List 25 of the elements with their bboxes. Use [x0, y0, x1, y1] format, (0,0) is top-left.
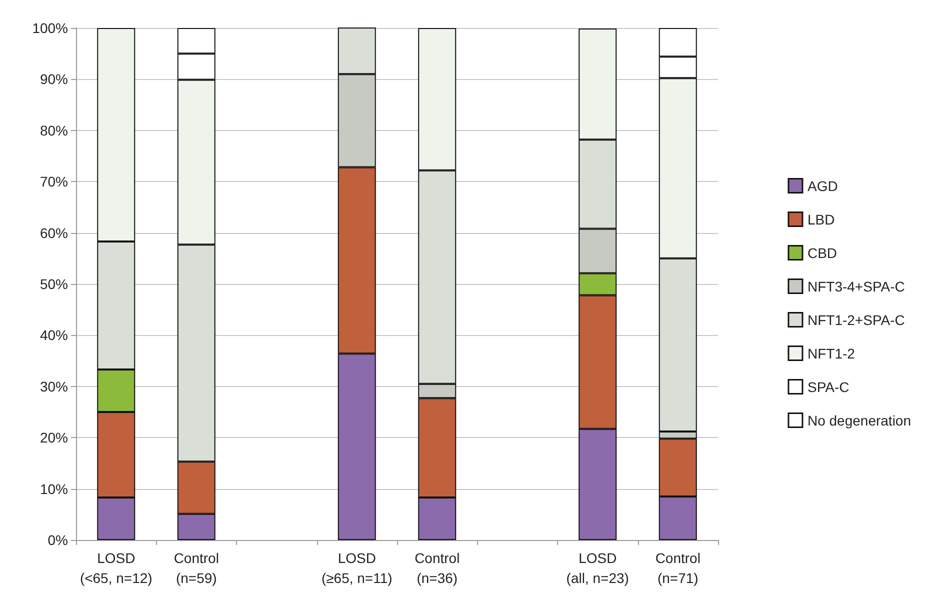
legend-label: LBD: [807, 211, 835, 228]
legend-label: CBD: [807, 244, 838, 261]
x-tick-label: Control (n=36): [414, 550, 460, 586]
x-tick-label: LOSD (≥65, n=11): [321, 550, 392, 586]
legend-label: SPA-C: [807, 378, 850, 395]
legend-label: AGD: [807, 178, 838, 194]
y-tick-label: 80%: [40, 122, 68, 138]
legend-label: NFT1-2+SPA-C: [807, 312, 905, 328]
legend-label: NFT1-2: [807, 345, 856, 362]
y-tick-label: 100%: [32, 20, 68, 36]
y-tick-label: 50%: [40, 276, 68, 292]
x-tick-label: Control (n=59): [174, 550, 219, 586]
y-tick-label: 60%: [40, 224, 68, 241]
legend-label: NFT3-4+SPA-C: [807, 278, 905, 294]
y-tick-label: 0%: [48, 532, 68, 548]
y-tick-label: 70%: [40, 174, 68, 190]
x-tick-label: Control (n=71): [655, 550, 700, 586]
x-tick-label: LOSD (all, n=23): [566, 550, 629, 586]
x-tick-label: LOSD (<65, n=12): [80, 550, 152, 586]
legend-label: No degeneration: [807, 412, 912, 428]
y-tick-label: 90%: [40, 71, 68, 88]
y-tick-label: 20%: [40, 430, 68, 446]
y-tick-label: 40%: [40, 327, 68, 344]
y-tick-label: 10%: [40, 480, 68, 497]
y-tick-label: 30%: [40, 378, 68, 394]
